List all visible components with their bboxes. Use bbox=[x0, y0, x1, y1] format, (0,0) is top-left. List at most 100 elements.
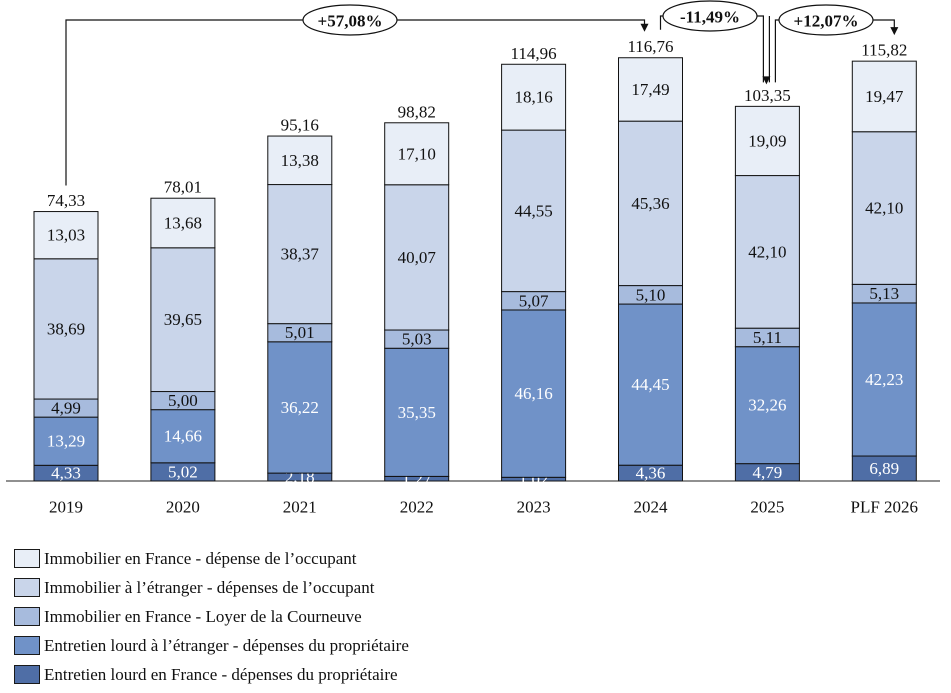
segment-value-label: 45,36 bbox=[631, 194, 669, 213]
segment-value-label: 19,47 bbox=[865, 87, 904, 106]
bar-total-label: 98,82 bbox=[398, 102, 436, 121]
legend-swatch bbox=[14, 636, 40, 655]
legend-swatch bbox=[14, 607, 40, 626]
bar-segment bbox=[734, 346, 800, 465]
bar-segment bbox=[501, 129, 567, 293]
segment-value-label: 5,13 bbox=[869, 284, 899, 303]
bar-segment bbox=[851, 60, 917, 133]
bar-segment bbox=[734, 175, 800, 329]
x-tick-label: 2019 bbox=[49, 498, 83, 517]
legend-item: Entretien lourd en France - dépenses du … bbox=[14, 660, 409, 689]
segment-value-label: 17,10 bbox=[398, 144, 436, 163]
bar-segment bbox=[501, 63, 567, 131]
segment-value-label: 5,00 bbox=[168, 391, 198, 410]
legend-label: Entretien lourd à l’étranger - dépenses … bbox=[44, 635, 409, 655]
x-tick-label: PLF 2026 bbox=[851, 498, 919, 517]
arrow-head bbox=[890, 27, 899, 36]
segment-value-label: 46,16 bbox=[514, 384, 552, 403]
x-tick-label: 2022 bbox=[400, 498, 434, 517]
bar-segment bbox=[150, 409, 216, 464]
growth-badge bbox=[302, 4, 398, 36]
segment-value-label: 5,02 bbox=[168, 462, 198, 481]
segment-value-label: 17,49 bbox=[631, 80, 669, 99]
bar-segment bbox=[150, 247, 216, 393]
bar-segment bbox=[501, 309, 567, 478]
bar-segment bbox=[618, 303, 683, 466]
x-tick-label: 2023 bbox=[517, 498, 551, 517]
legend-swatch bbox=[14, 665, 40, 684]
segment-value-label: 38,37 bbox=[281, 245, 320, 264]
segment-value-label: 5,03 bbox=[402, 330, 432, 349]
bar-segment bbox=[33, 211, 99, 260]
legend-item: Immobilier en France - Loyer de la Courn… bbox=[14, 602, 409, 631]
legend-item: Entretien lourd à l’étranger - dépenses … bbox=[14, 631, 409, 660]
segment-value-label: 32,26 bbox=[748, 396, 786, 415]
bar-segment bbox=[851, 455, 917, 482]
segment-value-label: 44,55 bbox=[514, 201, 552, 220]
segment-value-label: 5,01 bbox=[285, 323, 315, 342]
segment-value-label: 13,29 bbox=[47, 432, 85, 451]
x-tick-label: 2025 bbox=[750, 498, 784, 517]
legend-swatch bbox=[14, 578, 40, 597]
legend-label: Immobilier à l’étranger - dépenses de l’… bbox=[44, 577, 375, 597]
bar-total-label: 74,33 bbox=[47, 191, 85, 210]
legend-label: Immobilier en France - Loyer de la Courn… bbox=[44, 606, 362, 626]
segment-value-label: 14,66 bbox=[164, 427, 202, 446]
bar-total-label: 95,16 bbox=[281, 116, 319, 135]
bar-segment bbox=[384, 184, 450, 331]
legend-label: Immobilier en France - dépense de l’occu… bbox=[44, 548, 357, 568]
bar-total-label: 78,01 bbox=[164, 178, 202, 197]
x-tick-label: 2021 bbox=[283, 498, 317, 517]
legend-swatch bbox=[14, 549, 40, 568]
segment-value-label: 4,99 bbox=[51, 399, 81, 418]
segment-value-label: 44,45 bbox=[631, 375, 669, 394]
arrow-head bbox=[762, 76, 771, 85]
segment-value-label: 4,36 bbox=[636, 464, 666, 483]
bar-segment bbox=[618, 120, 683, 287]
segment-value-label: 5,07 bbox=[519, 291, 549, 310]
arrow-head bbox=[640, 23, 649, 32]
bar-segment bbox=[33, 258, 99, 400]
growth-label: +12,07% bbox=[794, 12, 859, 31]
bar-segment bbox=[734, 105, 800, 177]
stacked-bar-chart: 4,33 13,29 4,99 38,69 13,03 74,33 2019 5,02 14,6… bbox=[6, 0, 940, 517]
bar-total-label: 116,76 bbox=[627, 37, 673, 56]
segment-value-label: 19,09 bbox=[748, 131, 786, 150]
bar-segment bbox=[267, 184, 333, 325]
bar-segment bbox=[150, 197, 216, 249]
segment-value-label: 35,35 bbox=[398, 403, 436, 422]
segment-value-label: 13,68 bbox=[164, 214, 202, 233]
bar-total-label: 115,82 bbox=[861, 41, 907, 60]
segment-value-label: 4,79 bbox=[753, 463, 783, 482]
segment-value-label: 18,16 bbox=[514, 88, 552, 107]
legend-label: Entretien lourd en France - dépenses du … bbox=[44, 664, 398, 684]
segment-value-label: 13,03 bbox=[47, 226, 85, 245]
bar-segment bbox=[267, 135, 333, 186]
x-tick-label: 2024 bbox=[634, 498, 669, 517]
x-tick-label: 2020 bbox=[166, 498, 200, 517]
segment-value-label: 42,10 bbox=[865, 199, 903, 218]
bar-segment bbox=[384, 347, 450, 477]
bar-segment bbox=[267, 341, 333, 474]
bar-segment bbox=[384, 122, 450, 186]
segment-value-label: 42,10 bbox=[748, 242, 786, 261]
growth-label: +57,08% bbox=[318, 12, 383, 31]
segment-value-label: 39,65 bbox=[164, 310, 202, 329]
segment-value-label: 6,89 bbox=[869, 459, 899, 478]
segment-value-label: 40,07 bbox=[398, 248, 437, 267]
segment-value-label: 5,10 bbox=[636, 285, 666, 304]
legend-item: Immobilier à l’étranger - dépenses de l’… bbox=[14, 573, 409, 602]
bar-segment bbox=[33, 416, 99, 466]
bar-total-label: 103,35 bbox=[744, 86, 791, 105]
bar-segment bbox=[851, 302, 917, 457]
bar-segment bbox=[618, 57, 683, 122]
growth-badge bbox=[778, 4, 874, 36]
growth-badge bbox=[662, 0, 758, 32]
segment-value-label: 38,69 bbox=[47, 319, 85, 338]
segment-value-label: 4,33 bbox=[51, 464, 81, 483]
segment-value-label: 13,38 bbox=[281, 151, 319, 170]
legend: Immobilier en France - dépense de l’occu… bbox=[14, 544, 409, 689]
segment-value-label: 5,11 bbox=[753, 328, 782, 347]
bar-segment bbox=[851, 131, 917, 285]
bar-total-label: 114,96 bbox=[511, 44, 557, 63]
